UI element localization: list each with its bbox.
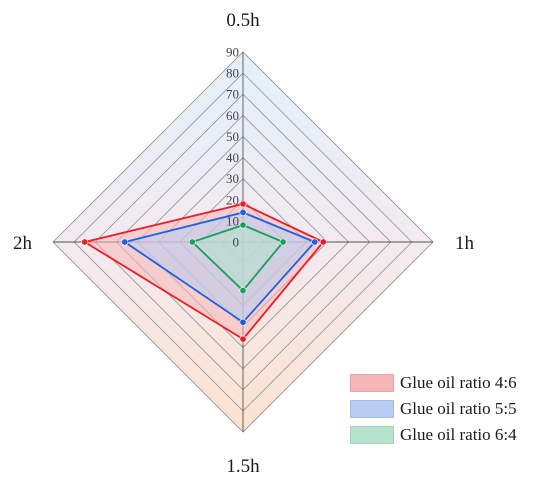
legend-swatch <box>350 374 394 392</box>
tick-label: 40 <box>226 150 239 165</box>
axis-title: 0.5h <box>226 10 260 31</box>
tick-label: 80 <box>226 66 239 81</box>
axis-title: 1h <box>455 233 475 254</box>
data-point <box>188 238 196 246</box>
tick-label: 90 <box>226 45 239 60</box>
data-point <box>239 200 247 208</box>
legend-swatch <box>350 400 394 418</box>
tick-label: 20 <box>226 192 239 207</box>
data-point <box>239 221 247 229</box>
data-point <box>311 238 319 246</box>
tick-label: 50 <box>226 129 239 144</box>
tick-label: 0 <box>233 235 240 250</box>
data-point <box>239 335 247 343</box>
tick-label: 70 <box>226 87 239 102</box>
data-point <box>319 238 327 246</box>
axis-title: 2h <box>13 233 33 254</box>
data-point <box>239 208 247 216</box>
legend-item: Glue oil ratio 6:4 <box>350 422 546 448</box>
tick-label: 60 <box>226 108 239 123</box>
legend-item: Glue oil ratio 5:5 <box>350 396 546 422</box>
axis-title: 1.5h <box>226 456 260 477</box>
data-point <box>279 238 287 246</box>
tick-label: 30 <box>226 171 239 186</box>
legend-label: Glue oil ratio 4:6 <box>400 373 517 392</box>
data-point <box>239 318 247 326</box>
legend-label: Glue oil ratio 6:4 <box>400 425 517 444</box>
tick-label: 10 <box>226 213 239 228</box>
legend-item: Glue oil ratio 4:6 <box>350 370 546 396</box>
data-point <box>239 287 247 295</box>
legend-label: Glue oil ratio 5:5 <box>400 399 517 418</box>
data-point <box>121 238 129 246</box>
data-point <box>81 238 89 246</box>
chart-legend: Glue oil ratio 4:6 Glue oil ratio 5:5 Glue… <box>350 370 546 448</box>
legend-swatch <box>350 426 394 444</box>
